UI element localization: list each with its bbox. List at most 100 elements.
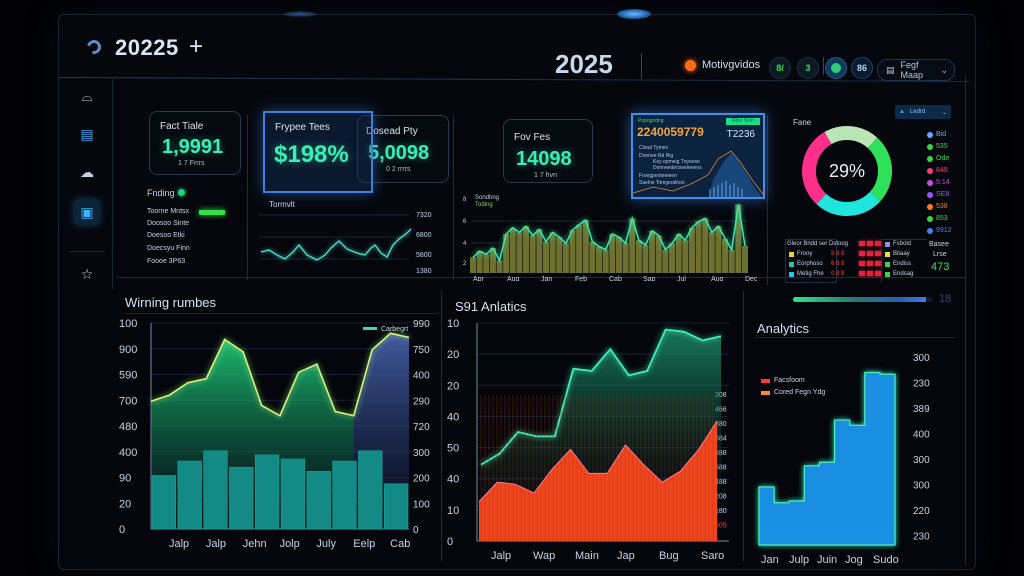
- legend-dot-icon: [927, 203, 933, 210]
- legend-item: Sondhng: [475, 195, 499, 201]
- grid-button[interactable]: 86: [851, 57, 873, 79]
- y-tick-left: 50: [447, 443, 459, 455]
- divider: [767, 115, 768, 285]
- small-area-chart: Sondhng Toding 8 6 4 2 Apr Aug Jan Feb Cab Sa…: [463, 195, 757, 281]
- small-area-line: [472, 204, 746, 263]
- bar: [203, 450, 228, 530]
- legend-dot-icon: [927, 191, 933, 198]
- bar: [804, 466, 819, 545]
- area-bar: [596, 246, 603, 273]
- chevron-down-icon: ⌄: [941, 109, 947, 116]
- info-popup[interactable]: Popogndng Rdvt Tevn 2240059779 T2236 Clo…: [631, 113, 765, 199]
- dashboard-icon: ▣: [80, 203, 94, 220]
- kpi-card-4[interactable]: Fov Fes 14098 1 7 hvn: [503, 119, 593, 183]
- dashboard-screen: 20225 + 2025 Motivgvidos 8/ 3 86 ▤ Fegf …: [58, 9, 976, 570]
- app-logo-icon[interactable]: [84, 37, 104, 57]
- legend-label: Endiss: [893, 261, 912, 267]
- area-bar: [523, 226, 530, 273]
- info-bars: [709, 181, 743, 197]
- x-tick: Dec: [745, 276, 757, 281]
- y-tick-right: 389: [913, 404, 930, 415]
- legend-label: Bid: [936, 131, 947, 138]
- legend-dot-icon: [927, 179, 933, 186]
- header-button-1[interactable]: 8/: [769, 57, 791, 79]
- info-line: Saelne Tomgeodnoe: [639, 180, 685, 186]
- progress-bar: [793, 297, 933, 302]
- kpi-label: Dosead Pty: [366, 126, 418, 137]
- area-bar: [562, 243, 569, 273]
- area-bar: [741, 245, 749, 273]
- funding-item[interactable]: Foooe 3P63: [147, 258, 186, 265]
- area-bar: [503, 234, 510, 273]
- map-dropdown[interactable]: ▤ Fegf Maap ⌄: [877, 59, 955, 81]
- red-indicator-cell: [875, 261, 881, 266]
- header-button-2[interactable]: 3: [797, 57, 819, 79]
- bar: [306, 471, 331, 530]
- red-indicator-cell: [875, 251, 881, 256]
- area-bar: [695, 221, 702, 273]
- sidebar-item-star[interactable]: ☆: [74, 261, 100, 287]
- sidebar-divider: [69, 251, 105, 252]
- y-tick: 4: [463, 241, 467, 247]
- x-tick: Jehn: [243, 538, 267, 550]
- bar: [332, 460, 357, 530]
- kpi-card-1[interactable]: Fact Tiale 1,9991 1 7 Frrrs: [149, 111, 241, 175]
- y-tick-right: 300: [413, 448, 430, 459]
- sidebar-item-briefcase[interactable]: ▤: [74, 121, 100, 147]
- donut-filter-dropdown[interactable]: ▲ Ledrd ⌄: [895, 105, 951, 119]
- legend-swatch: [885, 272, 890, 277]
- funding-item[interactable]: Doosoo Sinte: [147, 220, 190, 227]
- info-right-value: T2236: [726, 129, 755, 140]
- donut-legend-item: 9912: [927, 227, 952, 234]
- info-tag: Popogndng: [638, 118, 664, 124]
- info-badge: Rdvt Tevn: [726, 118, 760, 125]
- y-tick-left: 590: [119, 370, 137, 382]
- kpi-sub: 1 7 hvn: [534, 172, 557, 179]
- mini-table-row-label: Frooy: [797, 251, 813, 257]
- sidebar-item-chat[interactable]: ⌓: [74, 83, 100, 109]
- x-tick: Jalp: [206, 538, 226, 550]
- y-tick-left: 10: [447, 318, 459, 330]
- map-icon: ▤: [886, 64, 895, 75]
- area-bar: [529, 235, 536, 273]
- legend-label: Bitaay: [893, 251, 910, 257]
- x-tick: July: [316, 538, 336, 550]
- bar: [254, 454, 280, 530]
- bar: [383, 483, 409, 530]
- funding-item[interactable]: Toorne Mntsx: [147, 208, 190, 215]
- area-bar: [715, 226, 722, 273]
- donut-chart: 29%: [802, 126, 892, 216]
- legend-label: Cored Fegn Ydg: [774, 389, 826, 396]
- donut-legend-item: SE8: [927, 191, 949, 198]
- x-tick: Jan: [541, 276, 552, 281]
- y-tick: 6800: [416, 232, 432, 239]
- sidebar-item-cloud[interactable]: ☁: [74, 159, 100, 185]
- add-button[interactable]: +: [189, 33, 204, 60]
- mini-table-header: Gleor Bndd ser: [787, 241, 828, 247]
- donut-segment-green: [802, 126, 892, 216]
- area-bar: [569, 230, 576, 273]
- donut-legend-item: Ode: [927, 155, 949, 162]
- divider: [453, 115, 454, 280]
- funding-item[interactable]: Doesoo Etki: [147, 232, 185, 239]
- mini-table-row-label: Metig Fhe: [797, 271, 824, 277]
- globe-button[interactable]: [825, 57, 847, 79]
- bar: [177, 460, 202, 530]
- legend-label: Facsfoom: [774, 377, 805, 384]
- brand-link[interactable]: Motivgvidos: [685, 59, 760, 71]
- kpi-card-2-highlighted[interactable]: Frypee Tees $198%: [263, 111, 373, 193]
- area-bar: [496, 260, 503, 273]
- header-divider-2: [823, 57, 824, 75]
- info-line: Cloud Tymes: [639, 145, 669, 151]
- area-bar: [602, 249, 609, 273]
- y-tick-left: 20: [447, 380, 459, 392]
- y-tick-right: 100: [413, 499, 430, 510]
- y-tick-right: 300: [913, 481, 930, 492]
- x-tick: Sap: [643, 276, 656, 281]
- bar-area: [758, 371, 896, 546]
- briefcase-icon: ▤: [80, 125, 94, 142]
- sidebar-item-dashboard[interactable]: ▣: [74, 199, 100, 225]
- funding-item[interactable]: Doecsyu Finn: [147, 245, 190, 252]
- area-bar: [556, 237, 563, 273]
- mini-table-header: Dstoog: [829, 241, 849, 247]
